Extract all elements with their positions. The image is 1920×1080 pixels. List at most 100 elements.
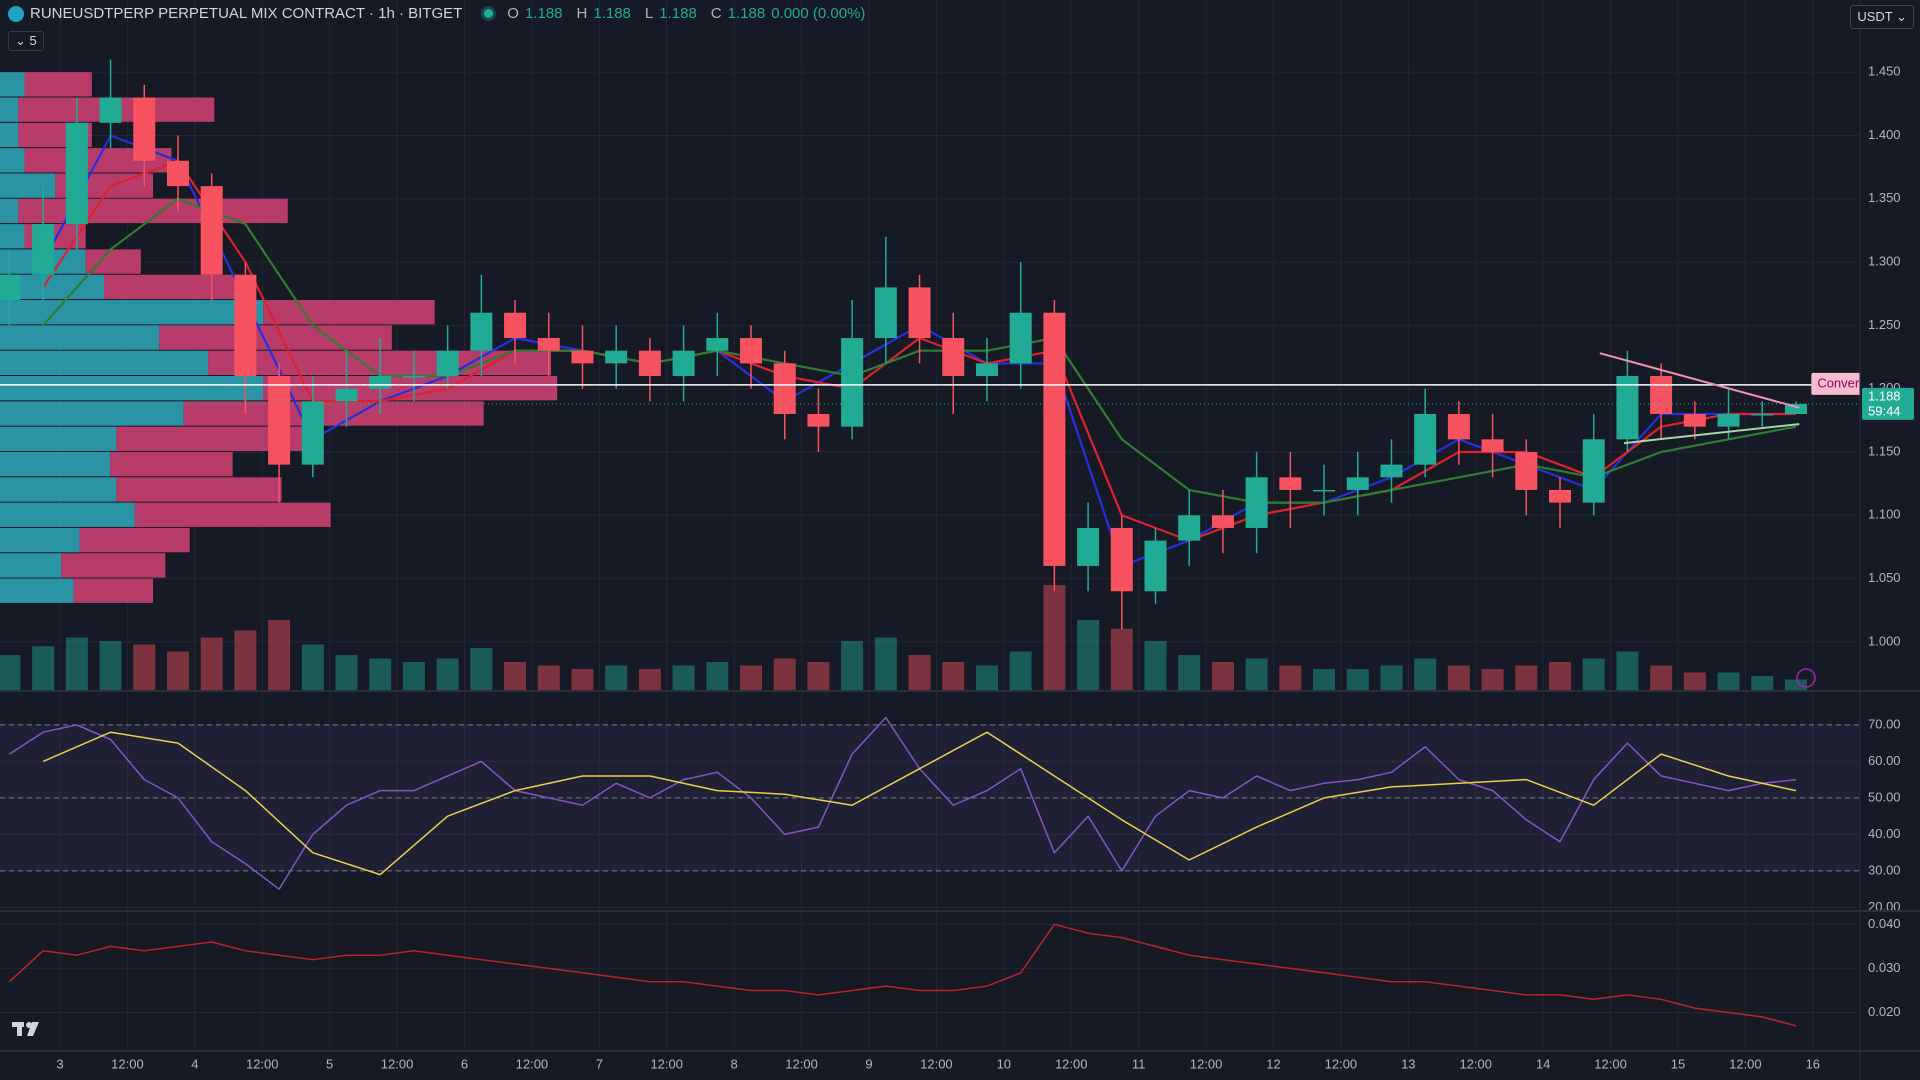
symbol[interactable]: RUNEUSDTPERP PERPETUAL MIX CONTRACT · 1h… xyxy=(30,5,463,22)
volume-bar xyxy=(975,665,998,690)
candle-body xyxy=(1549,489,1571,503)
candle-body xyxy=(1414,414,1437,465)
ohlc-key: L xyxy=(644,5,654,22)
x-tick-label: 12:00 xyxy=(1055,1056,1088,1071)
volume-bar xyxy=(1077,620,1100,690)
candle-body xyxy=(301,401,324,465)
profile-up xyxy=(0,97,19,122)
candle-body xyxy=(1784,403,1807,414)
profile-up xyxy=(0,578,74,603)
candle-body xyxy=(1077,527,1100,566)
volume-bar xyxy=(369,658,392,690)
candle-body xyxy=(133,97,156,161)
candle-body xyxy=(571,350,594,364)
profile-up xyxy=(0,198,19,224)
x-tick-label: 16 xyxy=(1806,1056,1820,1071)
x-tick-label: 12:00 xyxy=(111,1056,144,1071)
profile-up xyxy=(0,451,111,477)
candle-body xyxy=(200,186,223,275)
profile-up xyxy=(0,527,80,553)
ma-line xyxy=(42,731,1797,876)
y-tick-label: 0.040 xyxy=(1868,916,1901,931)
indicator-toggle[interactable]: ⌄ 5 xyxy=(8,31,44,51)
ohlc-value: 1.188 xyxy=(593,5,631,22)
coin-icon xyxy=(8,5,24,22)
profile-down xyxy=(73,578,154,603)
profile-up xyxy=(0,553,62,578)
logo xyxy=(12,1022,39,1036)
candle-body xyxy=(65,122,88,225)
x-tick-label: 14 xyxy=(1536,1056,1550,1071)
volume-bar xyxy=(1616,651,1639,690)
profile-down xyxy=(183,401,484,426)
x-tick-label: 12:00 xyxy=(1190,1056,1223,1071)
profile-up xyxy=(0,502,135,527)
candle-body xyxy=(1245,477,1268,528)
candle-body xyxy=(1009,312,1032,364)
candle-body xyxy=(807,414,830,427)
volume-bar xyxy=(1447,665,1470,690)
candle-body xyxy=(1751,414,1774,416)
pane xyxy=(0,692,1860,910)
price-tag-countdown: 59:44 xyxy=(1868,403,1901,418)
y-tick-label: 1.250 xyxy=(1868,317,1901,332)
currency-button[interactable]: USDT ⌄ xyxy=(1850,5,1914,29)
pane xyxy=(0,912,1860,1050)
x-tick-label: 12:00 xyxy=(785,1056,818,1071)
profile-up xyxy=(0,376,264,401)
candle-body xyxy=(1717,414,1740,427)
x-tick-label: 4 xyxy=(191,1056,198,1071)
x-tick-label: 12 xyxy=(1266,1056,1280,1071)
candle-body xyxy=(908,287,931,339)
candle-body xyxy=(32,224,55,275)
ohlc-value: 1.188 xyxy=(727,5,766,22)
x-tick-label: 12:00 xyxy=(246,1056,279,1071)
y-tick-label: 0.020 xyxy=(1868,1004,1901,1019)
volume-bar xyxy=(1481,669,1504,690)
x-tick-label: 15 xyxy=(1671,1056,1685,1071)
candle-body xyxy=(1616,376,1639,440)
logo-part xyxy=(27,1022,39,1036)
volume-bar xyxy=(1110,628,1133,690)
volume-bar xyxy=(638,669,661,690)
indicator-count: 5 xyxy=(29,33,37,48)
candle-body xyxy=(1582,439,1605,503)
x-tick-label: 11 xyxy=(1132,1056,1146,1071)
y-tick-label: 1.000 xyxy=(1868,633,1901,648)
volume-bar xyxy=(99,641,122,690)
x-tick-label: 12:00 xyxy=(516,1056,549,1071)
volume-bar xyxy=(1784,679,1807,690)
profile-down xyxy=(104,274,239,300)
logo-part xyxy=(17,1022,22,1036)
volume-bar xyxy=(1279,665,1302,690)
price-tag-value: 1.188 xyxy=(1868,388,1901,403)
candle-body xyxy=(773,363,796,414)
volume-bar xyxy=(133,644,156,690)
profile-up xyxy=(0,401,184,426)
pattern-lower xyxy=(1623,423,1800,445)
volume-bar xyxy=(706,662,729,690)
x-tick-label: 10 xyxy=(997,1056,1011,1071)
y-tick-label: 0.030 xyxy=(1868,960,1901,975)
candle-body xyxy=(268,376,291,465)
volume-bar xyxy=(1346,669,1369,690)
candle-body xyxy=(1346,477,1369,490)
y-tick-label: 40.00 xyxy=(1868,826,1901,841)
candle-body xyxy=(537,338,560,351)
volume-bar xyxy=(65,637,88,690)
y-tick-label: 70.00 xyxy=(1868,716,1901,731)
candle-body xyxy=(1110,527,1133,592)
candle-body xyxy=(1515,451,1538,490)
candle-body xyxy=(234,274,257,377)
x-tick-label: 5 xyxy=(326,1056,333,1071)
profile-down xyxy=(159,325,392,350)
change: 0.000 (0.00%) xyxy=(771,5,866,22)
series-line xyxy=(8,716,1797,890)
candle-body xyxy=(402,376,425,378)
profile-up xyxy=(0,148,25,173)
volume-bar xyxy=(1380,665,1403,690)
profile-down xyxy=(24,72,92,97)
y-tick-label: 1.400 xyxy=(1868,127,1901,142)
volume-bar xyxy=(672,665,695,690)
